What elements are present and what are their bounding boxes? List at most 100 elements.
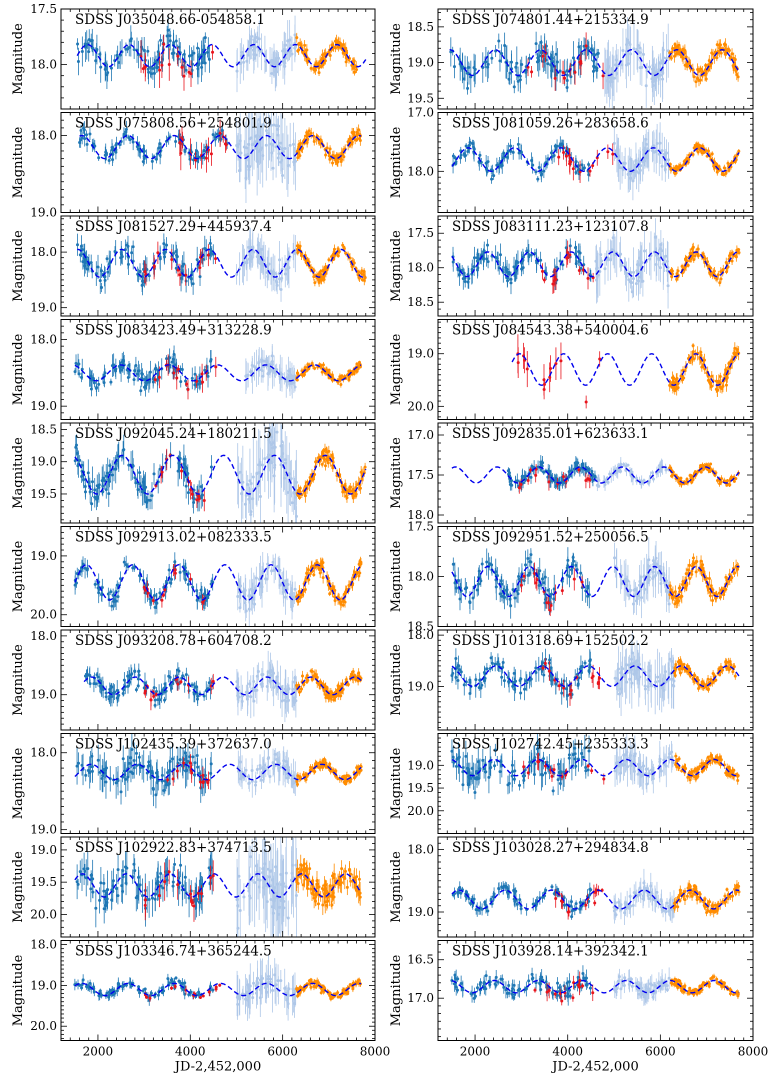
dark-point <box>100 285 104 289</box>
dark-point <box>76 60 80 64</box>
light-point <box>619 252 623 256</box>
dark-point <box>468 140 472 144</box>
panel-data <box>76 227 367 302</box>
orange-point <box>305 368 309 372</box>
y-tick-label: 18.5 <box>407 20 434 34</box>
dark-point <box>80 136 84 140</box>
dark-point <box>103 278 107 282</box>
light-point <box>269 123 273 127</box>
light-point <box>266 371 270 375</box>
dark-point <box>152 71 156 75</box>
dark-point <box>158 257 162 261</box>
dark-point <box>137 369 141 373</box>
dark-point <box>574 160 578 164</box>
red-point <box>561 70 565 74</box>
orange-point <box>718 281 722 285</box>
orange-point <box>355 130 359 134</box>
dark-point <box>568 244 572 248</box>
dark-point <box>142 150 146 154</box>
orange-point <box>321 63 325 67</box>
dark-point <box>515 260 519 264</box>
light-point <box>264 143 268 147</box>
dark-point <box>119 251 123 255</box>
light-point <box>255 159 259 163</box>
panel-title: SDSS J035048.66-054858.1 <box>75 12 265 28</box>
orange-point <box>309 131 313 135</box>
light-point <box>617 163 621 167</box>
dark-point <box>131 245 135 249</box>
light-point <box>286 163 290 167</box>
orange-point <box>703 68 707 72</box>
orange-point <box>696 67 700 71</box>
panel-4: 17.0 18.0 SDSS J081059.26+283658.6 Magnitud… <box>389 106 754 213</box>
orange-point <box>726 47 730 51</box>
light-point <box>621 49 625 53</box>
orange-point <box>296 156 300 160</box>
dark-point <box>80 375 84 379</box>
light-point <box>632 47 636 51</box>
light-point <box>247 40 251 44</box>
light-point <box>272 123 276 127</box>
dark-point <box>592 64 596 68</box>
dark-point <box>512 85 516 89</box>
dark-point <box>113 250 117 254</box>
orange-point <box>338 41 342 45</box>
dark-point <box>154 157 158 161</box>
orange-point <box>305 138 309 142</box>
dark-point <box>111 158 115 162</box>
light-point <box>637 171 641 175</box>
dark-point <box>542 169 546 173</box>
dark-point <box>595 52 599 56</box>
orange-point <box>324 267 328 271</box>
orange-point <box>362 270 366 274</box>
red-point <box>153 378 157 382</box>
light-point <box>634 282 638 286</box>
orange-point <box>691 68 695 72</box>
dark-point <box>119 256 123 260</box>
dark-point <box>117 60 121 64</box>
dark-point <box>458 156 462 160</box>
dark-point <box>476 266 480 270</box>
light-point <box>280 158 284 162</box>
orange-point <box>696 76 700 80</box>
light-point <box>290 52 294 56</box>
light-point <box>629 52 633 56</box>
light-point <box>247 168 251 172</box>
dark-point <box>82 256 86 260</box>
dark-point <box>495 163 499 167</box>
light-point <box>666 284 670 288</box>
dark-point <box>168 34 172 38</box>
orange-point <box>331 161 335 165</box>
panel-1: 17.5 18.0 SDSS J035048.66-054858.1 Magnitud… <box>11 2 376 110</box>
dark-point <box>177 45 181 49</box>
dark-point <box>179 380 183 384</box>
light-point <box>642 153 646 157</box>
orange-point <box>355 138 359 142</box>
dark-point <box>535 261 539 265</box>
y-tick-label: 18.5 <box>407 295 434 309</box>
red-point <box>218 131 222 135</box>
light-point <box>660 249 664 253</box>
red-point <box>185 382 189 386</box>
dark-point <box>193 383 197 387</box>
light-point <box>617 154 621 158</box>
light-point <box>278 258 282 262</box>
light-point <box>658 247 662 251</box>
dark-point <box>141 160 145 164</box>
dark-point <box>195 149 199 153</box>
orange-point <box>691 247 695 251</box>
red-point <box>562 150 566 154</box>
light-point <box>258 261 262 265</box>
red-point <box>186 388 190 392</box>
dark-point <box>499 163 503 167</box>
dark-point <box>102 373 106 377</box>
dark-point <box>184 279 188 283</box>
orange-point <box>700 151 704 155</box>
dark-point <box>197 379 201 383</box>
dark-point <box>109 380 113 384</box>
dark-point <box>163 250 167 254</box>
dark-point <box>577 250 581 254</box>
orange-point <box>312 139 316 143</box>
red-point <box>214 257 218 261</box>
dark-point <box>190 376 194 380</box>
